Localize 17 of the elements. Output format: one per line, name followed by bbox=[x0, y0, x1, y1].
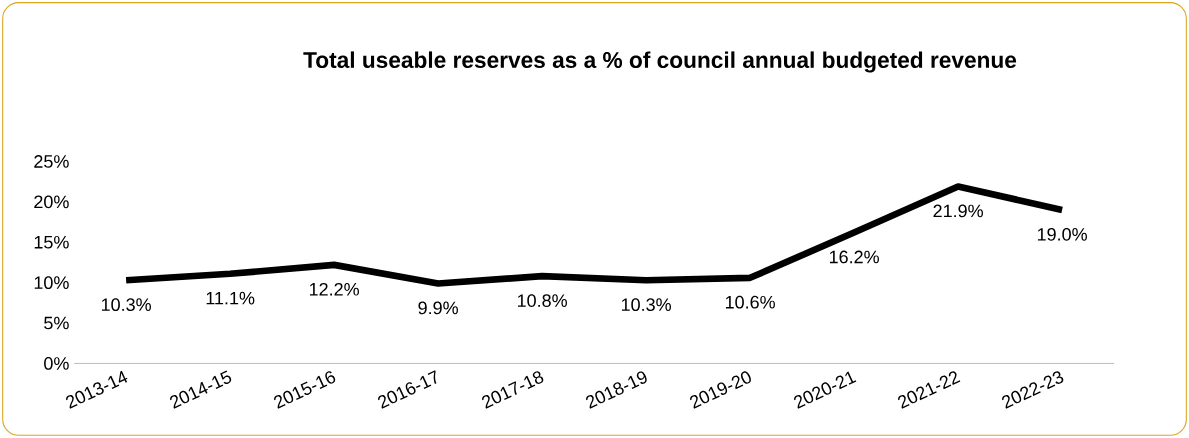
data-label: 16.2% bbox=[829, 250, 879, 264]
y-tick-label: 15% bbox=[34, 235, 69, 249]
data-label: 10.6% bbox=[725, 295, 775, 309]
y-tick-label: 5% bbox=[44, 316, 69, 330]
data-label: 19.0% bbox=[1037, 227, 1087, 241]
y-tick-label: 0% bbox=[44, 357, 69, 370]
data-label: 10.3% bbox=[101, 298, 151, 312]
data-label: 21.9% bbox=[933, 204, 983, 218]
chart-title: Total useable reserves as a % of council annual budgeted revenue bbox=[303, 51, 1017, 73]
data-label: 10.8% bbox=[517, 294, 567, 307]
y-tick-label: 10% bbox=[34, 276, 69, 290]
data-label: 9.9% bbox=[418, 301, 458, 315]
data-label: 11.1% bbox=[206, 291, 255, 305]
y-tick-label: 20% bbox=[34, 195, 69, 209]
data-label: 12.2% bbox=[309, 282, 359, 296]
y-tick-label: 25% bbox=[34, 155, 69, 168]
data-label: 10.3% bbox=[621, 298, 671, 312]
